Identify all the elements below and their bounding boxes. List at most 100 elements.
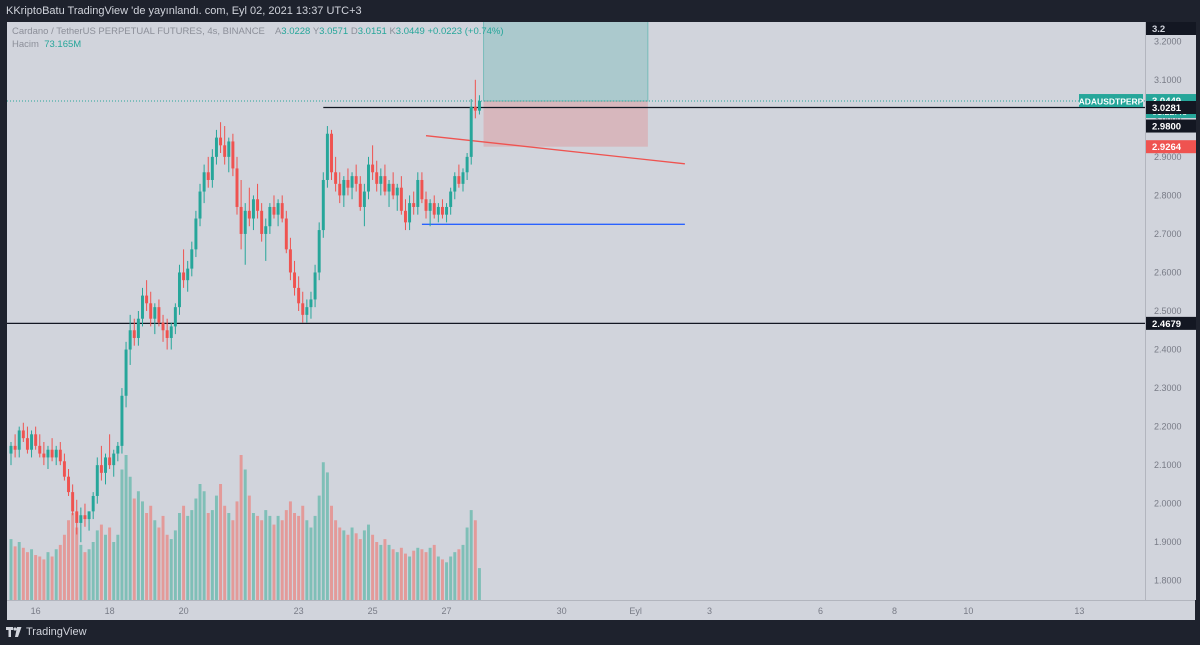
volume-bar [112,542,116,600]
candle-body [87,511,91,520]
price-axis[interactable]: 3.2000 3.1000 3.0000 2.9000 2.8000 2.7000 2.60… [1145,22,1196,600]
symbol-description[interactable]: Cardano / TetherUS PERPETUAL FUTURES, 4s… [12,26,265,37]
candle [116,442,120,462]
candle-body [321,179,325,231]
symbol-price-tag-bg [1079,94,1143,108]
footer-bar: TradingView [0,620,1200,645]
volume-bar [350,527,354,600]
volume-bar [149,505,153,600]
candle-series [9,79,481,543]
time-tick-label: 10 [963,606,973,616]
chart-pane[interactable]: ADAUSDTPERP Cardano / TetherUS PERPETUAL… [7,22,1145,600]
candle-body [149,303,153,319]
candle-body [276,203,280,215]
candle [268,203,272,234]
publish-info: KKriptoBatu TradingView 'de yayınlandı. … [6,5,362,17]
price-tick-label: 2.3000 [1154,383,1182,393]
candle [202,164,206,204]
high-value: 3.0571 [319,26,349,37]
candle [165,318,169,350]
candle-body [449,191,453,207]
low-value: 3.0151 [357,26,387,37]
target-price-badge: 3.2 [1146,22,1196,35]
candle [157,299,161,327]
candle [194,210,198,258]
candle [321,172,325,238]
time-tick-label: 13 [1074,606,1084,616]
volume-bar [231,520,235,600]
candle [182,249,186,288]
candle [34,426,38,450]
volume-bar [432,544,436,600]
time-axis[interactable]: 16 18 20 23 25 27 30 Eyl 3 6 8 10 13 [7,600,1195,621]
candle-body [198,191,202,219]
time-tick-labels: 16 18 20 23 25 27 30 Eyl 3 6 8 10 13 [31,606,1085,616]
candle [38,434,42,458]
candle-body [424,199,428,211]
target-price-badge-bg [1146,22,1196,35]
volume-bar [214,495,218,600]
candle [313,264,317,308]
candle-body [465,156,469,173]
candle [354,164,358,192]
candle-body [301,303,305,315]
volume-bar [239,455,243,600]
volume-bar [30,549,34,600]
volume-bar [25,552,29,600]
candle-body [120,395,124,446]
candle [169,322,173,350]
candle [95,457,99,504]
volume-bar [367,524,370,600]
candle-body [272,206,276,215]
candle-body [412,203,416,207]
candle-body [256,199,260,211]
candle [276,199,280,227]
candle [256,183,260,219]
candle [219,122,223,154]
volume-bar [264,510,268,600]
price-tick-label: 3.0000 [1154,113,1182,123]
volume-bar [284,510,288,600]
candle [54,445,58,466]
volume-bar [330,505,333,600]
time-tick-label: 25 [368,606,378,616]
candle-body [83,515,87,520]
price-tick-label: 3.1000 [1154,75,1182,85]
volume-bar [399,547,403,600]
price-tick-label: 2.1000 [1154,460,1182,470]
time-tick-label: 16 [31,606,41,616]
volume-bar [104,534,107,600]
candle-body [280,203,284,219]
price-tick-label: 2.8000 [1154,190,1182,200]
volume-bar [334,520,338,600]
volume-bar [449,556,453,600]
volume-bar [272,524,276,600]
candle-body [157,307,161,323]
ohlc-legend-row: Cardano / TetherUS PERPETUAL FUTURES, 4s… [12,25,504,38]
volume-bar [321,462,325,600]
candle-body [403,210,407,223]
candle-body [177,272,181,308]
volume-bar [223,505,227,600]
tradingview-logo[interactable]: TradingView [6,626,87,638]
candle [465,153,469,180]
candle-body [202,172,206,192]
candlestick-chart[interactable]: ADAUSDTPERP [7,22,1145,600]
candle [449,187,453,215]
high-label: Y [312,26,320,37]
volume-bar [13,546,17,600]
time-tick-label: 8 [892,606,897,616]
volume-bar [54,549,58,600]
candle-body [190,249,194,269]
symbol-price-tag-text: ADAUSDTPERP [1079,97,1144,107]
volume-bar [457,549,461,600]
volume-bar [309,527,313,600]
volume-bar [260,520,264,600]
candle [440,199,444,219]
candle [83,503,87,527]
close-label: K [389,26,396,37]
price-level-badge-text: 2.9264 [1152,142,1182,153]
candle-body [420,179,424,200]
volume-bar [38,556,42,600]
candle-body [428,203,432,211]
